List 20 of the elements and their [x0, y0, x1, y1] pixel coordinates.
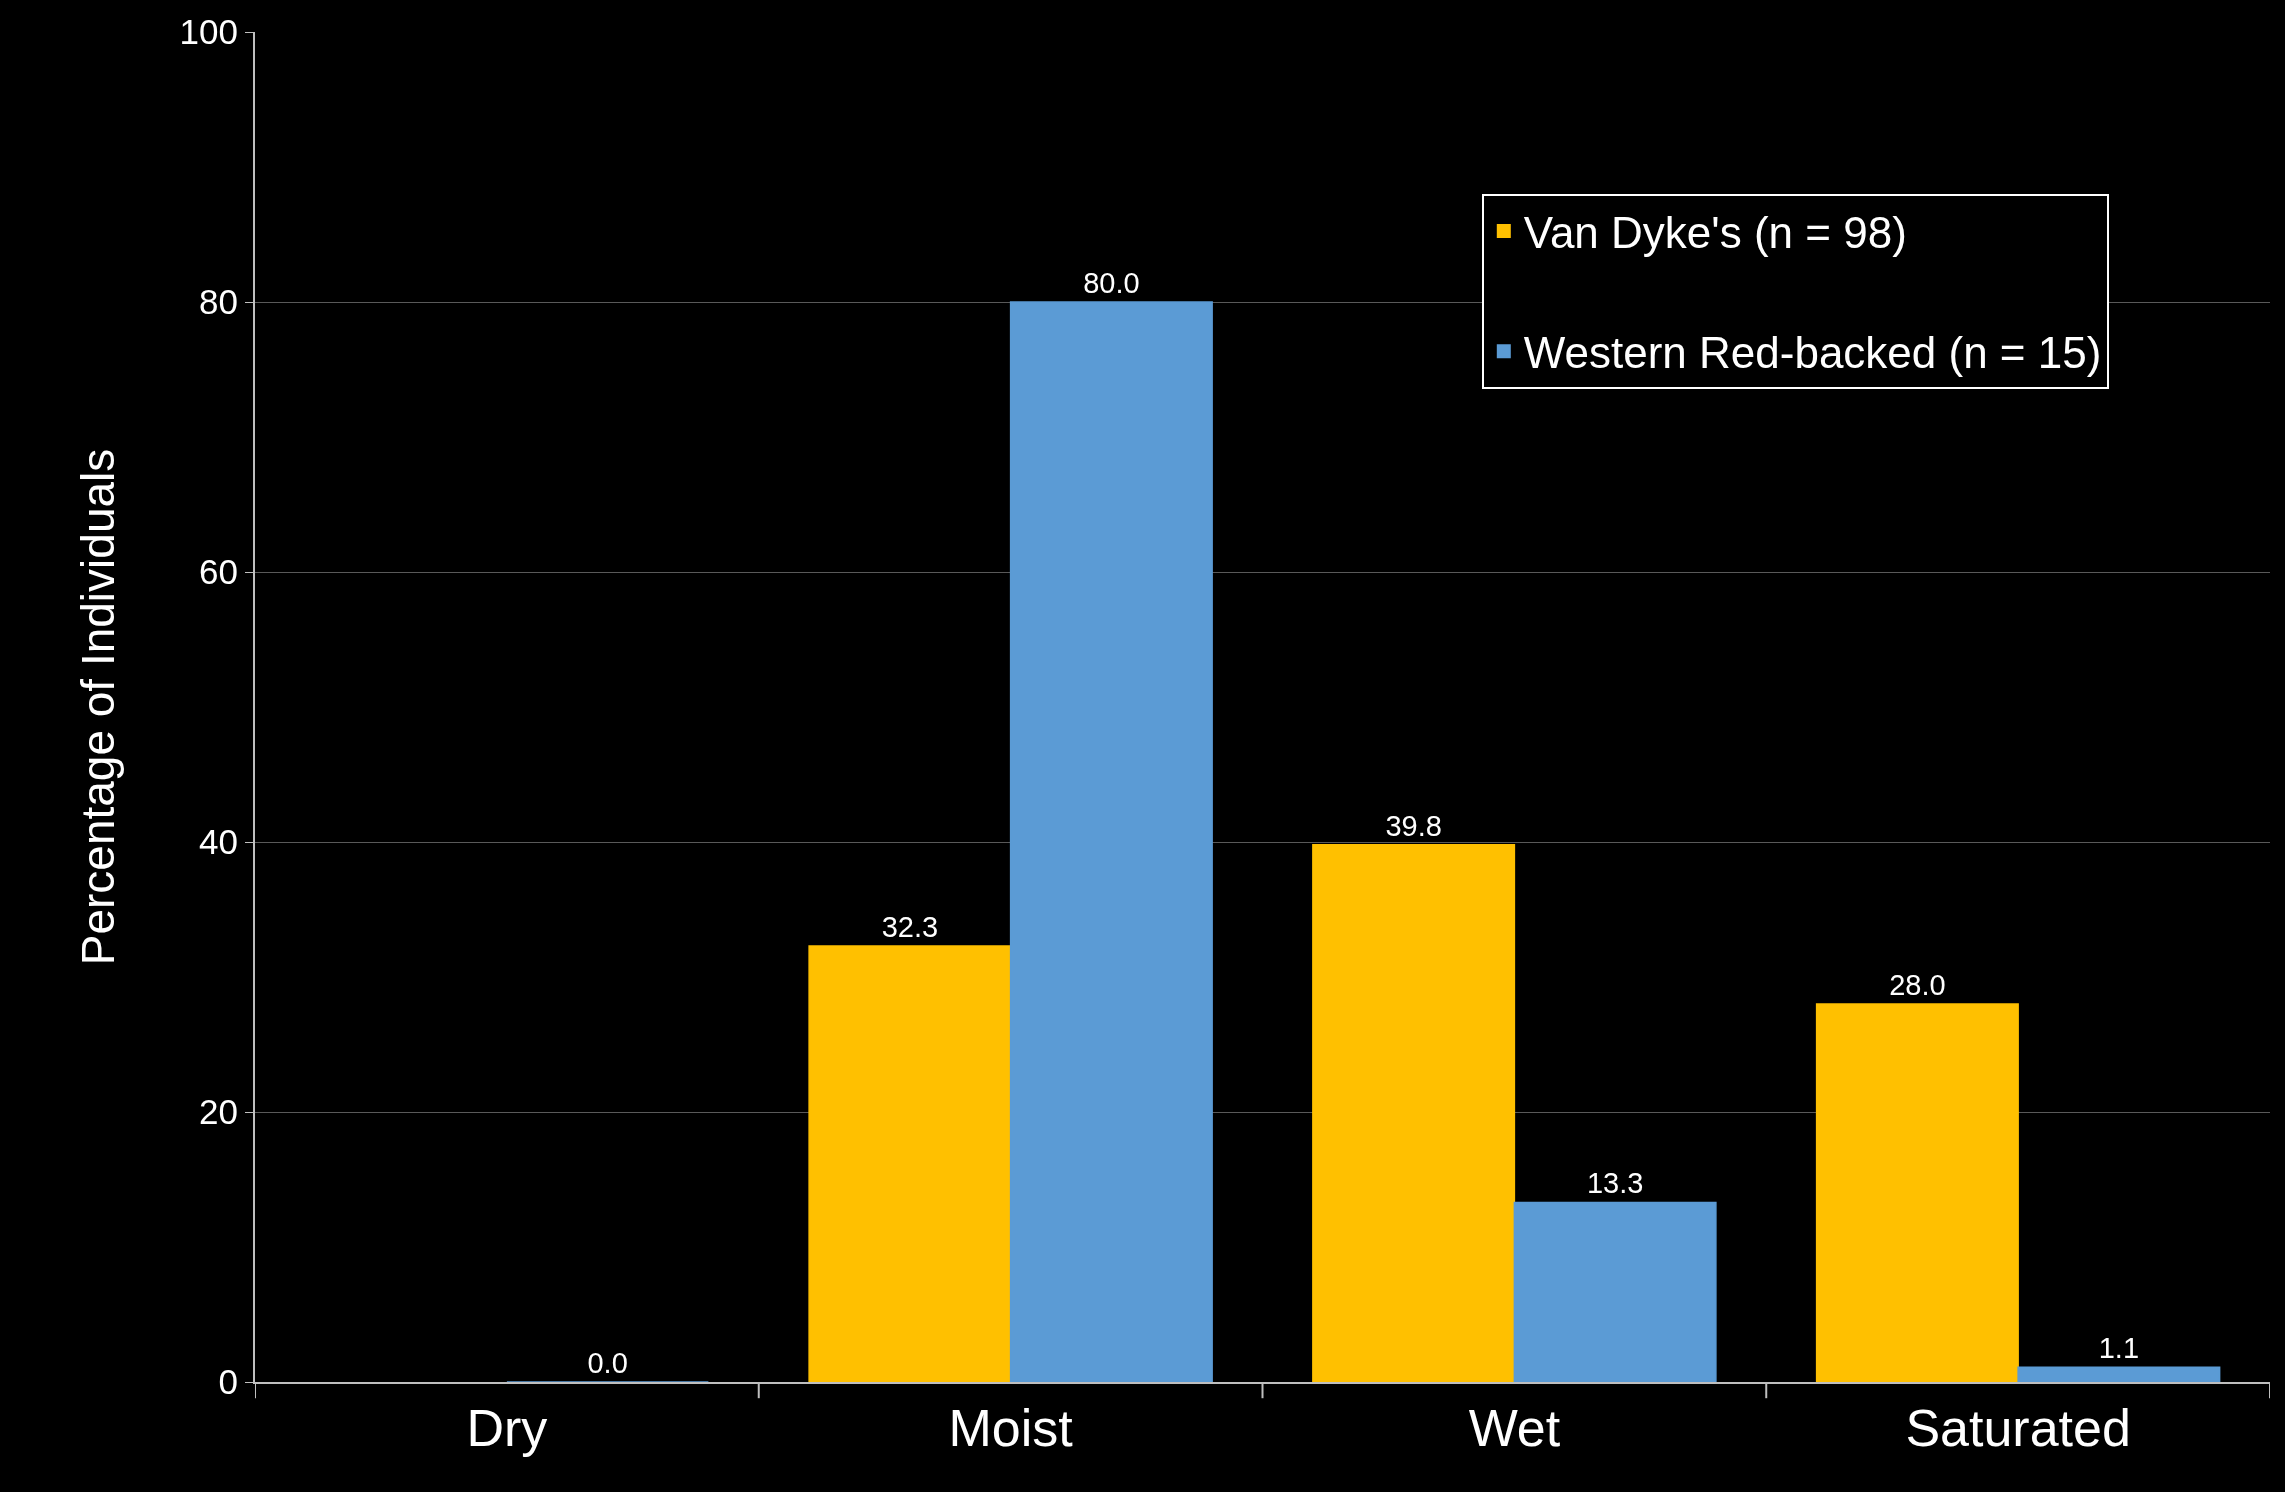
y-tick-label: 100 [179, 12, 238, 52]
legend-label: Western Red-backed (n = 15) [1523, 328, 2102, 378]
legend-label: Van Dyke's (n = 98) [1523, 208, 1907, 258]
data-label: 13.3 [1586, 1167, 1644, 1200]
data-label: 39.8 [1385, 809, 1442, 842]
x-tick-label: Wet [1468, 1399, 1561, 1458]
data-label: 0.0 [587, 1347, 628, 1379]
y-axis-title: Percentage of Individuals [72, 448, 125, 966]
data-label: 1.1 [2098, 1332, 2140, 1365]
y-tick-label: 20 [199, 1092, 238, 1132]
y-tick-label: 80 [199, 282, 238, 322]
x-tick-label: Moist [948, 1399, 1074, 1458]
data-label: 80.0 [1083, 267, 1140, 299]
y-tick-label: 40 [199, 822, 238, 862]
x-tick-label: Dry [466, 1399, 548, 1458]
y-tick-label: 0 [218, 1362, 238, 1402]
data-label: 32.3 [881, 910, 939, 943]
data-label: 28.0 [1889, 969, 1946, 1001]
x-tick-label: Saturated [1905, 1399, 2131, 1458]
y-tick-label: 60 [199, 552, 238, 592]
